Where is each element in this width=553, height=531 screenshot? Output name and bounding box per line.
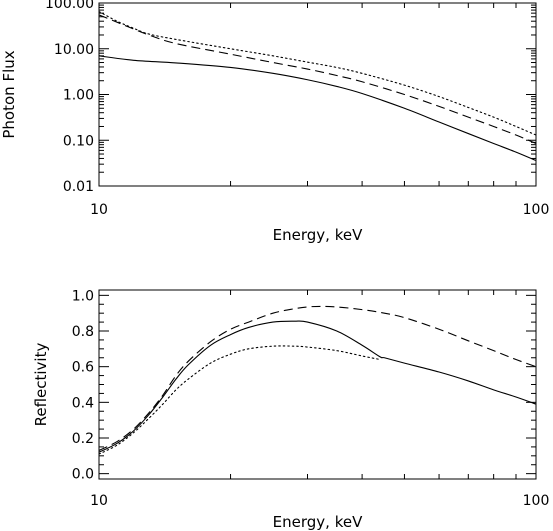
photon-flux-y-tick-label: 0.01: [63, 179, 94, 195]
photon-flux-dotted-line: [99, 11, 536, 136]
photon-flux-y-tick-label: 100.00: [45, 0, 94, 12]
reflectivity-x-axis-title: Energy, keV: [273, 513, 363, 531]
reflectivity-y-axis-title: Reflectivity: [32, 343, 50, 427]
photon-flux-panel: 10 100 0.01 0.10 1.00 10.00 100.00 Energy, keV P…: [0, 0, 549, 244]
reflectivity-y-tick-label: 0.2: [72, 431, 94, 447]
photon-flux-solid-line: [99, 55, 536, 162]
reflectivity-y-tick-label: 0.0: [72, 467, 94, 483]
photon-flux-y-tick-label: 1.00: [63, 88, 94, 104]
reflectivity-y-tick-label: 0.8: [72, 324, 94, 340]
photon-flux-y-tick-label: 0.10: [63, 133, 94, 149]
reflectivity-dashed-line: [99, 305, 536, 451]
photon-flux-plot-frame: [98, 2, 537, 187]
reflectivity-solid-line: [99, 320, 536, 453]
photon-flux-x-tick-label: 100: [523, 202, 550, 218]
photon-flux-x-tick-label: 10: [90, 202, 108, 218]
reflectivity-x-tick-label: 100: [523, 493, 550, 509]
reflectivity-x-tick-label: 10: [90, 493, 108, 509]
photon-flux-dashed-line: [99, 14, 536, 144]
reflectivity-y-tick-label: 1.0: [72, 288, 94, 304]
reflectivity-panel: 10 100 0.0 0.2 0.4 0.6 0.8 1.0 Energy, keV Reflec…: [32, 288, 549, 531]
photon-flux-y-tick-label: 10.00: [54, 42, 94, 58]
photon-flux-y-axis-title: Photon Flux: [0, 50, 18, 138]
reflectivity-dotted-line: [99, 345, 381, 455]
photon-flux-x-axis-title: Energy, keV: [273, 226, 363, 244]
reflectivity-plot-frame: [98, 289, 537, 480]
reflectivity-y-tick-label: 0.6: [72, 360, 94, 376]
reflectivity-y-tick-label: 0.4: [72, 395, 94, 411]
